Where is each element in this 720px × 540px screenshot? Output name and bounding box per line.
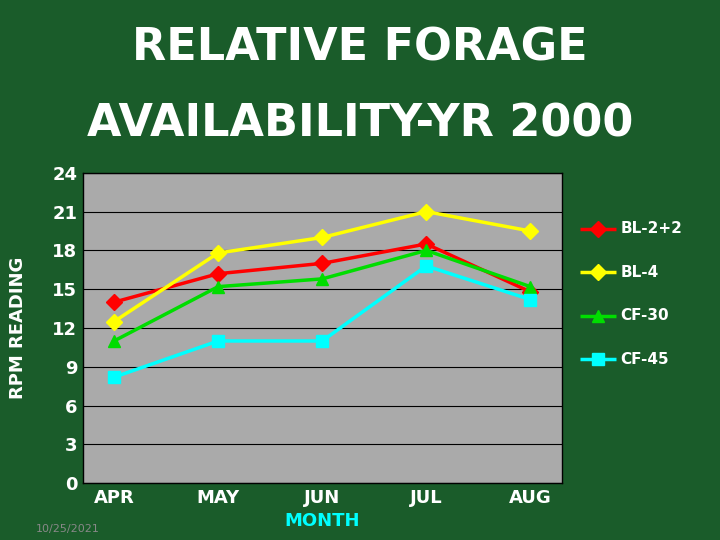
Text: CF-45: CF-45 bbox=[621, 352, 670, 367]
Text: AVAILABILITY-YR 2000: AVAILABILITY-YR 2000 bbox=[87, 103, 633, 146]
Text: BL-2+2: BL-2+2 bbox=[621, 221, 683, 236]
Text: RPM READING: RPM READING bbox=[9, 257, 27, 399]
Text: RELATIVE FORAGE: RELATIVE FORAGE bbox=[132, 26, 588, 69]
Text: CF-30: CF-30 bbox=[621, 308, 670, 323]
Text: MONTH: MONTH bbox=[284, 512, 360, 530]
Text: BL-4: BL-4 bbox=[621, 265, 659, 280]
Text: 10/25/2021: 10/25/2021 bbox=[36, 523, 100, 534]
